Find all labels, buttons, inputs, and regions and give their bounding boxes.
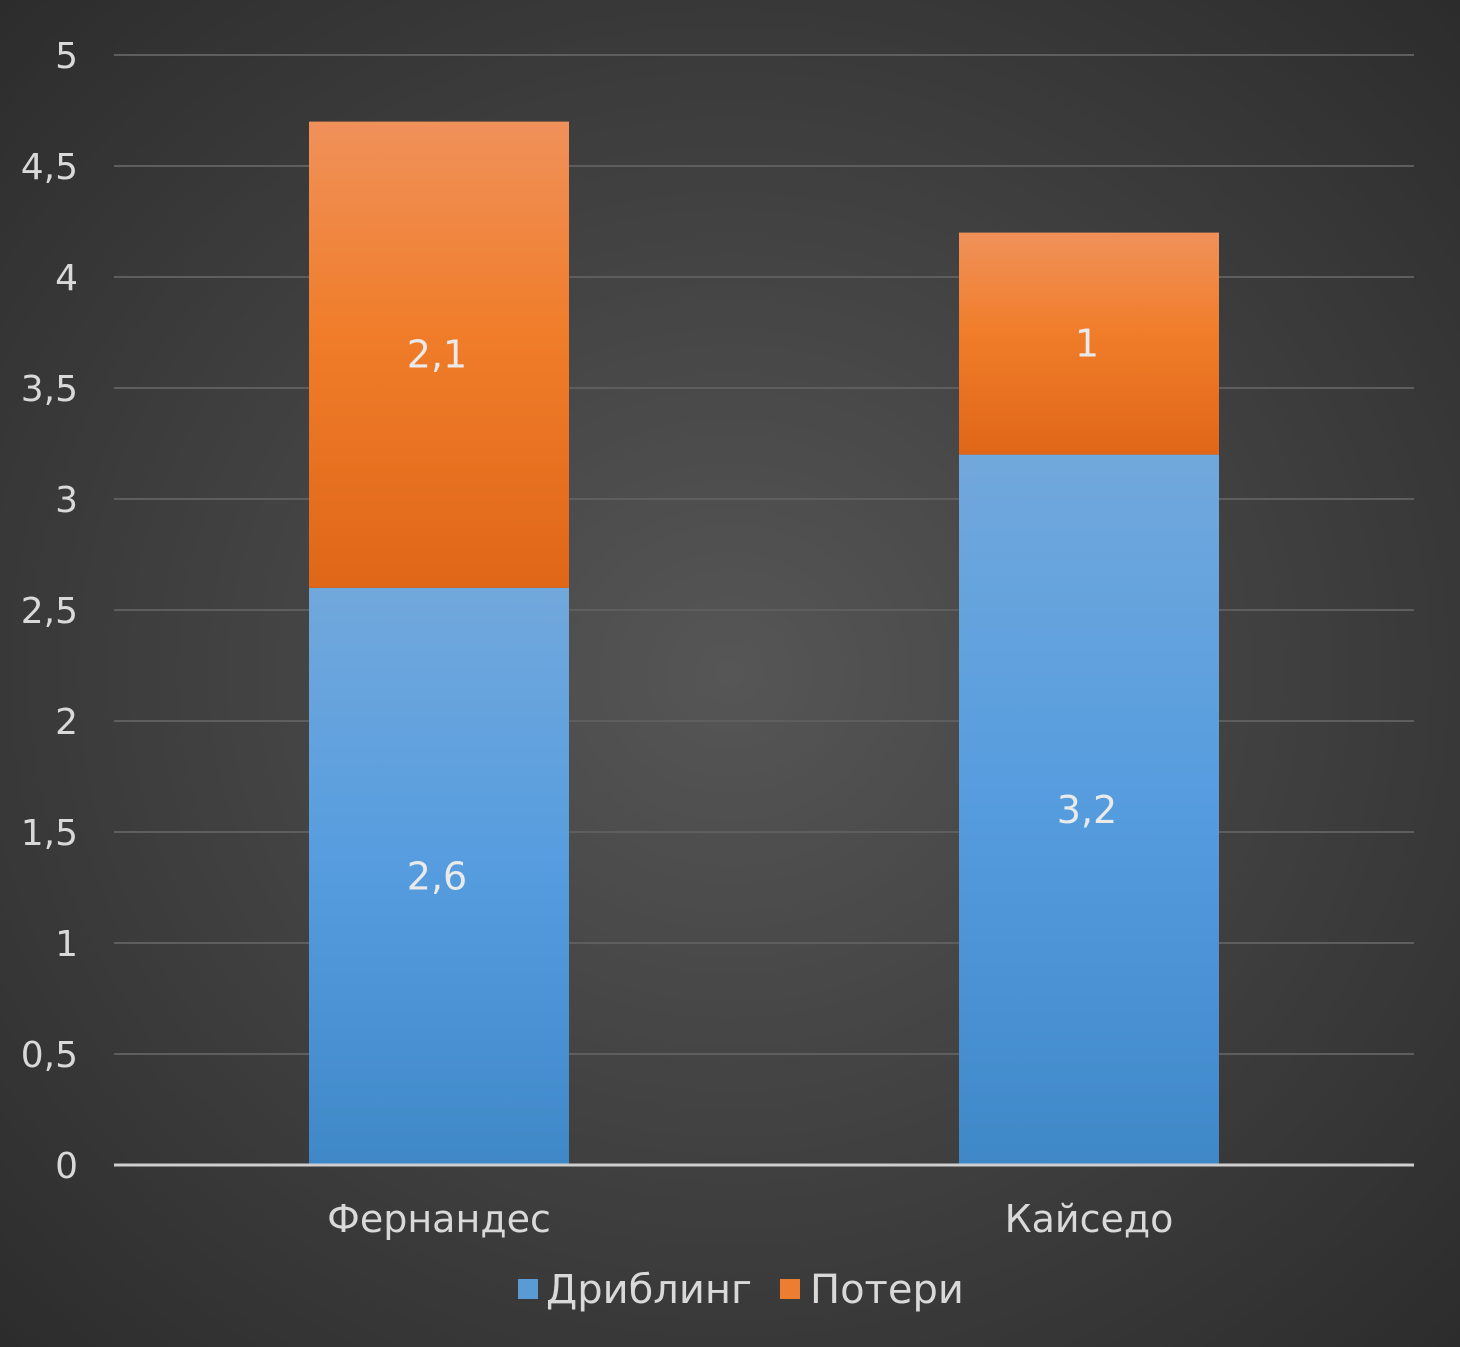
- legend-label: Дриблинг: [546, 1267, 752, 1313]
- y-tick-label: 4,5: [21, 147, 78, 188]
- data-label: 2,6: [407, 854, 467, 898]
- x-tick-label: Кайседо: [1005, 1197, 1174, 1241]
- legend: Дриблинг Потери: [518, 1267, 964, 1313]
- bar-segment: [959, 454, 1219, 1166]
- y-tick-label: 0,5: [21, 1035, 78, 1076]
- y-tick-label: 5: [55, 36, 78, 77]
- bar-segment: [309, 587, 569, 1165]
- y-tick-label: 3,5: [21, 369, 78, 410]
- y-tick-label: 2: [55, 702, 78, 743]
- y-axis-tick-labels: 0 0,5 1 1,5 2 2,5 3 3,5 4 4,5 5: [21, 36, 78, 1187]
- data-label: 3,2: [1057, 788, 1117, 832]
- bar-segment: [959, 232, 1219, 455]
- bars: [309, 121, 1219, 1166]
- x-tick-label: Фернандес: [327, 1197, 551, 1241]
- legend-swatch: [518, 1279, 538, 1299]
- y-tick-label: 2,5: [21, 591, 78, 632]
- y-tick-label: 1: [55, 924, 78, 965]
- legend-label: Потери: [810, 1267, 964, 1313]
- data-label: 1: [1075, 322, 1099, 366]
- bar-segment: [309, 121, 569, 588]
- data-label: 2,1: [407, 333, 467, 377]
- y-tick-label: 3: [55, 480, 78, 521]
- data-labels: 2,6 2,1 3,2 1: [407, 322, 1117, 899]
- y-tick-label: 1,5: [21, 813, 78, 854]
- legend-swatch: [780, 1279, 800, 1299]
- y-tick-label: 0: [55, 1146, 78, 1187]
- y-tick-label: 4: [55, 258, 78, 299]
- x-axis-category-labels: Фернандес Кайседо: [327, 1197, 1173, 1241]
